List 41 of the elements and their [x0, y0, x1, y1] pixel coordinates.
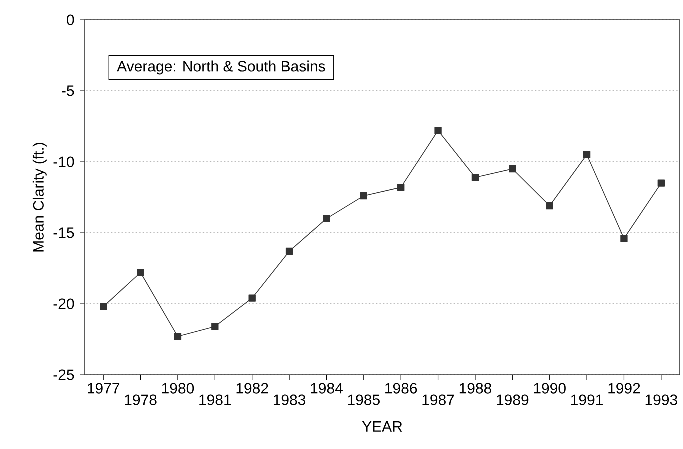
- point: [212, 323, 219, 330]
- x-tick-label: 1989: [497, 394, 529, 406]
- x-axis-title: YEAR: [362, 422, 402, 432]
- x-tick-label: 1992: [608, 383, 640, 394]
- annotation: Average: North & South Basins: [117, 60, 326, 75]
- y-axis-title: Mean Clarity (ft.): [32, 143, 47, 252]
- x-tick-label: 1991: [571, 394, 603, 406]
- point: [248, 294, 256, 302]
- x-tick-label: 1990: [534, 383, 566, 394]
- y-tick-label: -10: [54, 156, 74, 168]
- y-tick-label: -5: [62, 86, 74, 96]
- point: [174, 333, 182, 340]
- x-tick-label: 1977: [88, 383, 120, 394]
- x-tick-label: 1980: [162, 383, 194, 394]
- x-tick-label: 1984: [311, 383, 343, 394]
- x-tick-label: 1986: [386, 383, 418, 394]
- x-tick-label: 1993: [646, 394, 678, 406]
- x-tick-label: 1987: [422, 394, 454, 406]
- x-tick-label: 1985: [348, 394, 380, 406]
- y-tick-label: 0: [67, 14, 74, 26]
- point: [546, 202, 554, 210]
- y-tick-label: -15: [54, 228, 74, 238]
- point: [360, 192, 368, 200]
- point: [583, 151, 591, 158]
- point: [434, 127, 442, 134]
- point: [620, 235, 628, 242]
- y-tick-label: -20: [54, 298, 74, 310]
- x-tick-label: 1988: [460, 383, 492, 394]
- point: [137, 269, 144, 276]
- x-tick-label: 1981: [200, 394, 232, 406]
- x-tick-label: 1982: [236, 383, 268, 394]
- point: [323, 215, 330, 222]
- x-tick-label: 1978: [125, 394, 157, 406]
- point: [286, 248, 294, 256]
- x-tick-label: 1983: [274, 394, 306, 406]
- y-tick-label: -25: [54, 370, 74, 380]
- point: [398, 184, 405, 192]
- point: [509, 166, 516, 173]
- point: [100, 303, 108, 310]
- point: [472, 174, 480, 182]
- point: [658, 180, 665, 187]
